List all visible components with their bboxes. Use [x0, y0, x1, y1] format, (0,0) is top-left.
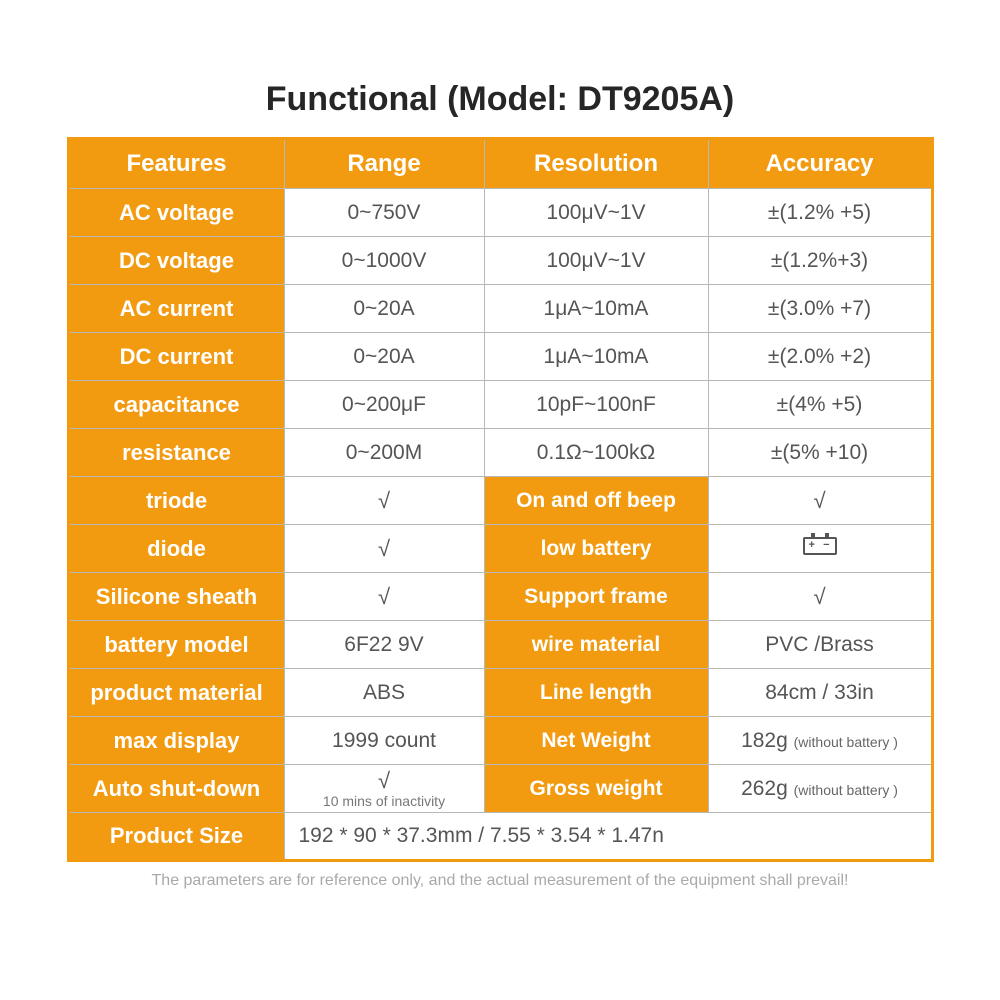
- value2-note: (without battery ): [794, 782, 898, 798]
- table-row: triode √ On and off beep √: [68, 477, 932, 525]
- resolution-cell: 100μV~1V: [484, 189, 708, 237]
- table-body: AC voltage0~750V100μV~1V±(1.2% +5)DC vol…: [68, 189, 932, 861]
- battery-icon: +−: [803, 537, 837, 555]
- feature-label: battery model: [68, 621, 284, 669]
- footer-note: The parameters are for reference only, a…: [68, 872, 932, 890]
- value-text: ABS: [363, 681, 405, 704]
- feature-label: resistance: [68, 429, 284, 477]
- table-row: Silicone sheath √ Support frame √: [68, 573, 932, 621]
- table-row: resistance0~200M0.1Ω~100kΩ±(5% +10): [68, 429, 932, 477]
- size-value: 192 * 90 * 37.3mm / 7.55 * 3.54 * 1.47n: [284, 813, 932, 861]
- value2-text: 262g: [741, 777, 788, 800]
- accuracy-cell: ±(1.2%+3): [708, 237, 932, 285]
- spec-table: Features Range Resolution Accuracy AC vo…: [67, 137, 934, 862]
- table-row: product material ABS Line length 84cm / 33i…: [68, 669, 932, 717]
- secondary-label: Line length: [484, 669, 708, 717]
- value-cell: √: [284, 573, 484, 621]
- range-cell: 0~20A: [284, 285, 484, 333]
- value-cell: √: [284, 477, 484, 525]
- resolution-cell: 1μA~10mA: [484, 333, 708, 381]
- value2-text: 182g: [741, 729, 788, 752]
- accuracy-cell: ±(2.0% +2): [708, 333, 932, 381]
- check-icon: √: [378, 768, 390, 793]
- table-row: Product Size192 * 90 * 37.3mm / 7.55 * 3…: [68, 813, 932, 861]
- value-text: 6F22 9V: [344, 633, 423, 656]
- resolution-cell: 10pF~100nF: [484, 381, 708, 429]
- table-row: DC voltage0~1000V100μV~1V±(1.2%+3): [68, 237, 932, 285]
- range-cell: 0~200μF: [284, 381, 484, 429]
- accuracy-cell: ±(1.2% +5): [708, 189, 932, 237]
- table-row: capacitance0~200μF10pF~100nF±(4% +5): [68, 381, 932, 429]
- table-row: AC current0~20A1μA~10mA±(3.0% +7): [68, 285, 932, 333]
- value2-text: 84cm / 33in: [765, 681, 874, 704]
- value-cell: 6F22 9V: [284, 621, 484, 669]
- feature-label: Product Size: [68, 813, 284, 861]
- range-cell: 0~1000V: [284, 237, 484, 285]
- value2-cell: 262g (without battery ): [708, 765, 932, 813]
- value2-cell: √: [708, 477, 932, 525]
- feature-label: triode: [68, 477, 284, 525]
- value2-cell: +−: [708, 525, 932, 573]
- value-cell: √: [284, 525, 484, 573]
- feature-label: DC current: [68, 333, 284, 381]
- value-note: 10 mins of inactivity: [289, 794, 480, 809]
- table-row: AC voltage0~750V100μV~1V±(1.2% +5): [68, 189, 932, 237]
- value-cell: √10 mins of inactivity: [284, 765, 484, 813]
- secondary-label: Net Weight: [484, 717, 708, 765]
- accuracy-cell: ±(5% +10): [708, 429, 932, 477]
- resolution-cell: 100μV~1V: [484, 237, 708, 285]
- range-cell: 0~20A: [284, 333, 484, 381]
- secondary-label: wire material: [484, 621, 708, 669]
- value2-text: PVC /Brass: [765, 633, 874, 656]
- value2-cell: 182g (without battery ): [708, 717, 932, 765]
- value2-cell: PVC /Brass: [708, 621, 932, 669]
- page-title: Functional (Model: DT9205A): [68, 80, 932, 119]
- table-row: max display1999 countNet Weight182g (wit…: [68, 717, 932, 765]
- check-icon: √: [378, 536, 390, 561]
- check-icon: √: [378, 488, 390, 513]
- col-accuracy: Accuracy: [708, 139, 932, 189]
- check-icon: √: [813, 584, 825, 609]
- value2-cell: √: [708, 573, 932, 621]
- value-text: 1999 count: [332, 729, 436, 752]
- value-cell: 1999 count: [284, 717, 484, 765]
- value2-cell: 84cm / 33in: [708, 669, 932, 717]
- secondary-label: On and off beep: [484, 477, 708, 525]
- table-row: battery model 6F22 9V wire material PVC /Br…: [68, 621, 932, 669]
- range-cell: 0~200M: [284, 429, 484, 477]
- table-row: Auto shut-down√10 mins of inactivityGros…: [68, 765, 932, 813]
- feature-label: product material: [68, 669, 284, 717]
- col-features: Features: [68, 139, 284, 189]
- accuracy-cell: ±(4% +5): [708, 381, 932, 429]
- table-row: diode √ low battery +−: [68, 525, 932, 573]
- value-cell: ABS: [284, 669, 484, 717]
- resolution-cell: 0.1Ω~100kΩ: [484, 429, 708, 477]
- check-icon: √: [813, 488, 825, 513]
- secondary-label: low battery: [484, 525, 708, 573]
- feature-label: capacitance: [68, 381, 284, 429]
- feature-label: AC current: [68, 285, 284, 333]
- accuracy-cell: ±(3.0% +7): [708, 285, 932, 333]
- secondary-label: Gross weight: [484, 765, 708, 813]
- col-range: Range: [284, 139, 484, 189]
- feature-label: DC voltage: [68, 237, 284, 285]
- feature-label: diode: [68, 525, 284, 573]
- feature-label: AC voltage: [68, 189, 284, 237]
- secondary-label: Support frame: [484, 573, 708, 621]
- col-resolution: Resolution: [484, 139, 708, 189]
- resolution-cell: 1μA~10mA: [484, 285, 708, 333]
- feature-label: Auto shut-down: [68, 765, 284, 813]
- feature-label: Silicone sheath: [68, 573, 284, 621]
- range-cell: 0~750V: [284, 189, 484, 237]
- table-row: DC current0~20A1μA~10mA±(2.0% +2): [68, 333, 932, 381]
- check-icon: √: [378, 584, 390, 609]
- value2-note: (without battery ): [794, 734, 898, 750]
- table-header: Features Range Resolution Accuracy: [68, 139, 932, 189]
- feature-label: max display: [68, 717, 284, 765]
